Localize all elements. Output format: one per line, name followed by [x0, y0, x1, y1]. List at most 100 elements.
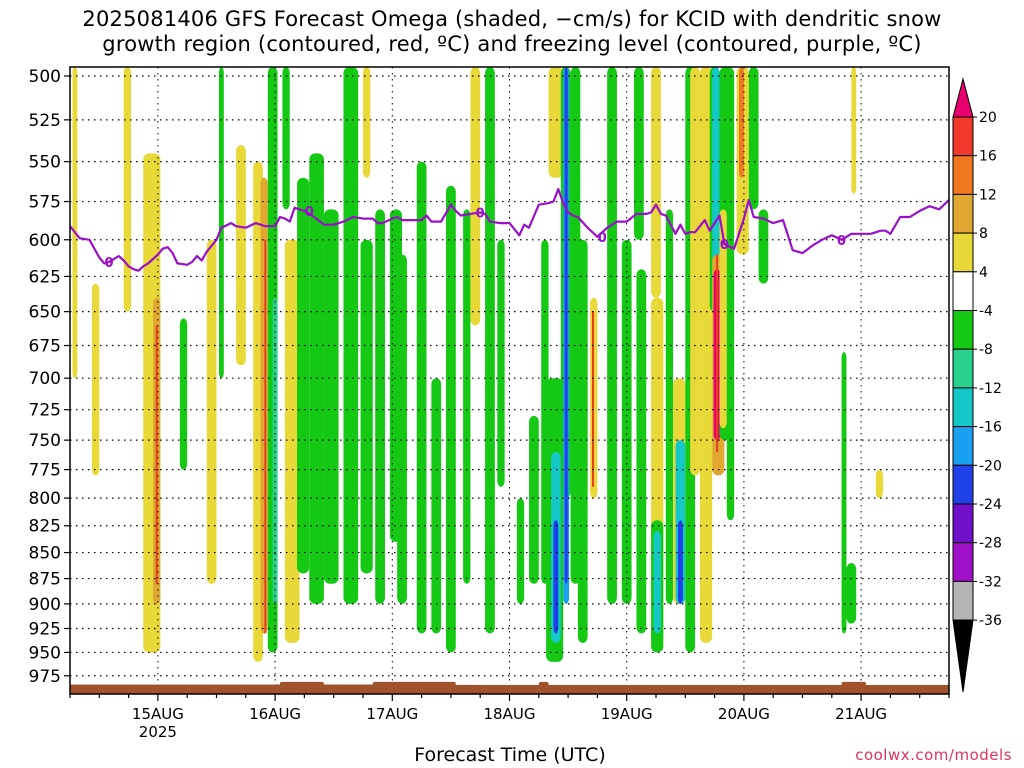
colorbar-top-arrow: [952, 77, 974, 118]
freezing-level-line: [69, 187, 950, 272]
colorbar-label: -12: [979, 381, 1002, 397]
colorbar-segment: [952, 503, 974, 544]
colorbar-label: 4: [979, 265, 988, 281]
colorbar-label: -4: [979, 304, 993, 320]
omega-cell: [363, 67, 371, 178]
omega-cell: [653, 531, 661, 634]
y-tick-label: 900: [29, 595, 61, 615]
omega-cell: [397, 254, 407, 604]
omega-cell: [739, 67, 744, 178]
omega-cell: [665, 209, 674, 604]
omega-cell: [690, 67, 700, 476]
colorbar-label: 20: [979, 110, 997, 126]
omega-cell: [529, 415, 539, 584]
omega-cell: [260, 177, 268, 634]
colorbar-segment: [952, 271, 974, 311]
y-tick-label: 850: [29, 544, 61, 564]
omega-cell: [497, 239, 505, 487]
omega-cell: [470, 67, 481, 326]
colorbar-label: -28: [979, 536, 1002, 552]
omega-cell: [875, 469, 884, 499]
omega-cell: [218, 67, 224, 379]
omega-cell: [360, 239, 373, 574]
colorbar-segment: [952, 348, 974, 389]
colorbar-segment: [952, 542, 974, 582]
x-tick-label: 16AUG: [249, 705, 301, 723]
y-tick-label: 700: [29, 369, 61, 389]
omega-cell: [272, 297, 278, 604]
omega-cell: [634, 67, 644, 240]
x-axis-label: Forecast Time (UTC): [414, 744, 606, 766]
grid-lines: [70, 67, 949, 694]
freezing-level-contour: 0 0 0 0 0 0: [69, 187, 950, 272]
y-tick-label: 950: [29, 643, 61, 663]
omega-cell: [123, 67, 132, 312]
omega-cell: [748, 67, 759, 210]
terrain-surface: [69, 681, 950, 695]
y-tick-label: 500: [29, 67, 61, 87]
y-tick-label: 675: [29, 337, 61, 357]
x-tick-label: 20AUG: [718, 705, 770, 723]
terrain-bump: [841, 681, 866, 686]
y-axis: 500 525 550 575 600 625 650 675 700 725 750 775 800 8…: [29, 67, 70, 687]
colorbar-label: -20: [979, 458, 1002, 474]
colorbar-label: -8: [979, 342, 993, 358]
omega-cell: [841, 352, 847, 634]
omega-cell: [179, 318, 188, 470]
chart-title-line-2: growth region (contoured, red, ºC) and f…: [102, 32, 922, 56]
y-tick-label: 825: [29, 517, 61, 537]
x-tick-label: 21AUG: [835, 705, 887, 723]
omega-cell: [343, 67, 359, 604]
y-tick-label: 600: [29, 231, 61, 251]
dendritic-growth-contours: [155, 239, 719, 634]
colorbar-segment: [952, 116, 974, 157]
terrain-bump: [279, 681, 324, 686]
colorbar-segment: [952, 232, 974, 273]
colorbar-segment: [952, 426, 974, 466]
credit-link[interactable]: coolwx.com/models: [855, 746, 1012, 764]
omega-cell: [323, 209, 339, 584]
x-tick-sublabel: 2025: [139, 723, 177, 741]
omega-cell: [282, 67, 290, 210]
omega-cell: [726, 378, 735, 521]
x-tick-label: 19AUG: [601, 705, 653, 723]
chart-title-line-1: 2025081406 GFS Forecast Omega (shaded, −…: [82, 7, 942, 31]
x-tick-label: 18AUG: [484, 705, 536, 723]
colorbar-segment: [952, 387, 974, 428]
omega-cell: [206, 239, 217, 584]
colorbar-segment: [952, 464, 974, 505]
colorbar-label: -16: [979, 420, 1002, 436]
y-tick-label: 725: [29, 401, 61, 421]
omega-cell: [846, 563, 857, 624]
x-tick-label: 15AUG: [132, 705, 184, 723]
colorbar-label: -32: [979, 574, 1002, 590]
omega-cell: [712, 67, 720, 298]
omega-cell: [651, 67, 661, 298]
omega-cell: [91, 283, 100, 476]
y-tick-label: 975: [29, 667, 61, 687]
omega-cell: [636, 269, 647, 634]
omega-cell: [719, 209, 727, 429]
y-tick-label: 775: [29, 461, 61, 481]
omega-cell: [297, 177, 310, 574]
colorbar-segment: [952, 155, 974, 195]
omega-cell: [851, 67, 857, 194]
omega-cell: [284, 239, 300, 643]
x-tick-label: 17AUG: [366, 705, 418, 723]
omega-cell: [516, 498, 525, 604]
y-tick-label: 925: [29, 619, 61, 639]
y-tick-label: 750: [29, 431, 61, 451]
omega-cell: [564, 67, 568, 584]
terrain-bump: [372, 681, 456, 686]
omega-cell: [758, 209, 769, 284]
colorbar-label: 16: [979, 149, 997, 165]
y-tick-label: 875: [29, 570, 61, 590]
omega-cell: [72, 67, 78, 379]
y-tick-label: 650: [29, 303, 61, 323]
y-tick-label: 525: [29, 111, 61, 131]
omega-cell: [431, 378, 442, 634]
colorbar: 20 16 12 8 4 -4 -8 -12 -16 -20 -24 -28 -32 -36: [952, 77, 1002, 693]
omega-cell: [416, 161, 427, 634]
